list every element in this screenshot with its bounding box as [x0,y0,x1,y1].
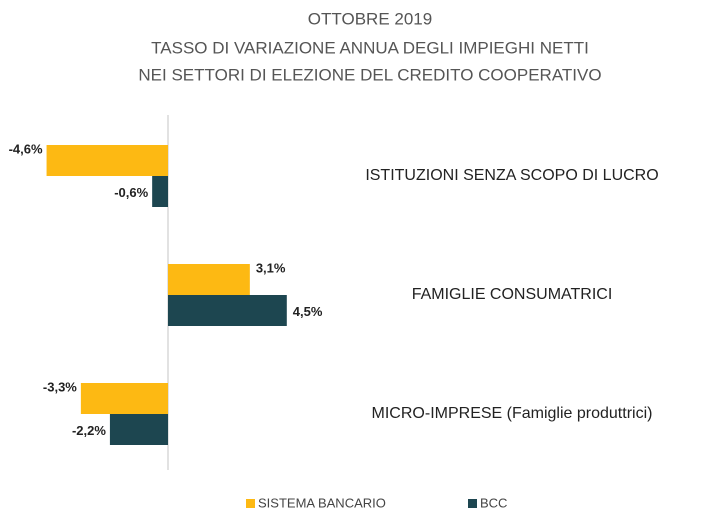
value-label: -4,6% [9,141,43,156]
category-label: FAMIGLIE CONSUMATRICI [412,286,613,303]
bar [80,383,168,414]
category-label: MICRO-IMPRESE (Famiglie produttrici) [372,405,653,422]
value-label: -3,3% [43,379,77,394]
legend-swatch [246,499,255,508]
value-label: 4,5% [293,304,323,319]
value-label: 3,1% [256,260,286,275]
legend-label: SISTEMA BANCARIO [258,495,386,510]
bar [168,295,287,326]
legend-swatch [468,499,477,508]
value-label: -0,6% [114,185,148,200]
category-label: ISTITUZIONI SENZA SCOPO DI LUCRO [365,167,658,184]
bar [168,264,250,295]
legend-label: BCC [480,495,507,510]
chart-title: TASSO DI VARIAZIONE ANNUA DEGLI IMPIEGHI… [151,38,589,57]
bar [46,145,169,176]
chart-title: OTTOBRE 2019 [308,9,432,28]
bar [152,176,168,207]
bar [109,414,168,445]
value-label: -2,2% [72,423,106,438]
chart-title: NEI SETTORI DI ELEZIONE DEL CREDITO COOP… [138,65,601,84]
